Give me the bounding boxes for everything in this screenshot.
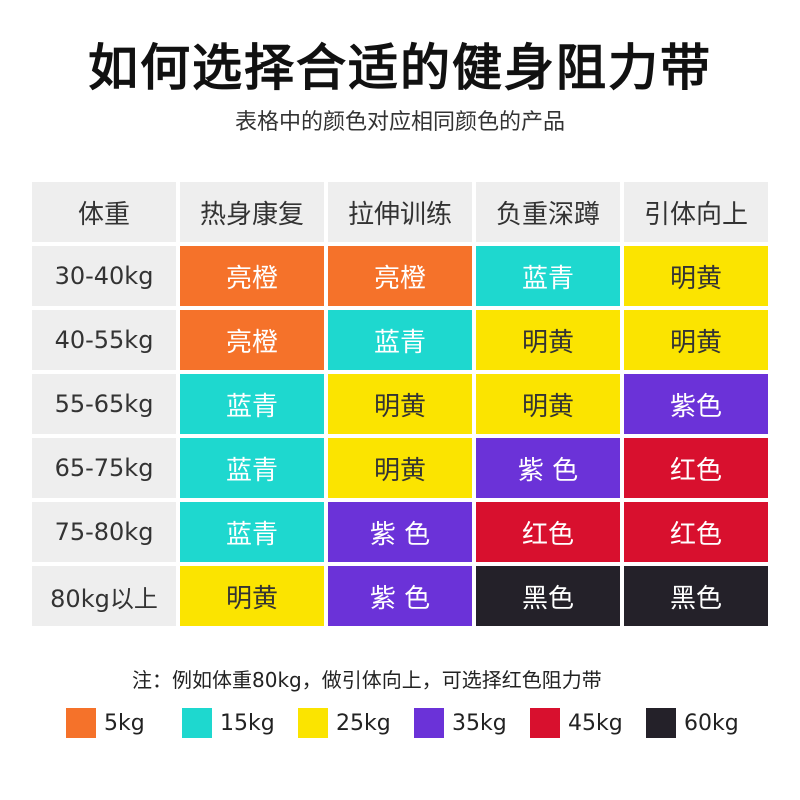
weight-label: 65-75kg <box>30 436 178 500</box>
legend-item: 5kg <box>66 708 182 738</box>
weight-label: 80kg以上 <box>30 564 178 628</box>
legend-swatch <box>66 708 96 738</box>
legend-item: 60kg <box>646 708 762 738</box>
weight-label: 30-40kg <box>30 244 178 308</box>
header-cell-squat: 负重深蹲 <box>474 180 622 244</box>
table-row: 80kg以上 明黄紫 色黑色 黑色 <box>30 564 770 628</box>
color-cell: 明黄 <box>326 436 474 500</box>
color-cell: 红色 <box>622 500 770 564</box>
color-cell: 蓝青 <box>326 308 474 372</box>
color-cell: 蓝青 <box>178 436 326 500</box>
table-row: 40-55kg 亮橙 蓝青 明黄 明黄 <box>30 308 770 372</box>
color-cell: 明黄 <box>326 372 474 436</box>
color-legend: 5kg 15kg 25kg 35kg 45kg 60kg <box>66 708 766 738</box>
legend-swatch <box>414 708 444 738</box>
table-header-row: 体重 热身康复 拉伸训练 负重深蹲 引体向上 <box>30 180 770 244</box>
color-cell: 紫 色 <box>326 500 474 564</box>
color-cell: 蓝青 <box>178 500 326 564</box>
weight-label: 55-65kg <box>30 372 178 436</box>
legend-swatch <box>646 708 676 738</box>
resistance-band-table: 体重 热身康复 拉伸训练 负重深蹲 引体向上 30-40kg 亮橙 亮橙 蓝青 明黄 40… <box>30 180 770 628</box>
legend-item: 25kg <box>298 708 414 738</box>
legend-swatch <box>530 708 560 738</box>
page-title: 如何选择合适的健身阻力带 <box>88 39 712 97</box>
color-cell: 明黄 <box>474 372 622 436</box>
color-cell: 红色 <box>474 500 622 564</box>
legend-swatch <box>298 708 328 738</box>
legend-label: 35kg <box>452 710 507 736</box>
table-row: 75-80kg 蓝青紫 色红色 红色 <box>30 500 770 564</box>
legend-label: 15kg <box>220 710 275 736</box>
color-cell: 亮橙 <box>326 244 474 308</box>
header-cell-stretch: 拉伸训练 <box>326 180 474 244</box>
color-cell: 明黄 <box>178 564 326 628</box>
color-cell: 蓝青 <box>178 372 326 436</box>
color-cell: 紫 色 <box>474 436 622 500</box>
color-cell: 黑色 <box>622 564 770 628</box>
usage-note: 注：例如体重80kg，做引体向上，可选择红色阻力带 <box>132 668 602 692</box>
color-cell: 亮橙 <box>178 244 326 308</box>
legend-item: 45kg <box>530 708 646 738</box>
header-cell-weight: 体重 <box>30 180 178 244</box>
legend-item: 35kg <box>414 708 530 738</box>
color-cell: 蓝青 <box>474 244 622 308</box>
color-cell: 黑色 <box>474 564 622 628</box>
color-cell: 明黄 <box>622 308 770 372</box>
legend-label: 5kg <box>104 710 145 736</box>
table-row: 30-40kg 亮橙 亮橙 蓝青 明黄 <box>30 244 770 308</box>
color-cell: 明黄 <box>474 308 622 372</box>
color-cell: 紫色 <box>622 372 770 436</box>
color-cell: 明黄 <box>622 244 770 308</box>
color-cell: 亮橙 <box>178 308 326 372</box>
page-subtitle: 表格中的颜色对应相同颜色的产品 <box>234 110 565 135</box>
weight-label: 40-55kg <box>30 308 178 372</box>
legend-label: 45kg <box>568 710 623 736</box>
weight-label: 75-80kg <box>30 500 178 564</box>
legend-label: 60kg <box>684 710 739 736</box>
legend-swatch <box>182 708 212 738</box>
table-row: 65-75kg 蓝青 明黄紫 色红色 <box>30 436 770 500</box>
table-row: 55-65kg 蓝青 明黄 明黄 紫色 <box>30 372 770 436</box>
table-body: 30-40kg 亮橙 亮橙 蓝青 明黄 40-55kg 亮橙 蓝青 明黄 明黄 55-65kg 蓝青明… <box>30 244 770 628</box>
color-cell: 紫 色 <box>326 564 474 628</box>
color-cell: 红色 <box>622 436 770 500</box>
header-cell-warmup: 热身康复 <box>178 180 326 244</box>
legend-item: 15kg <box>182 708 298 738</box>
header-cell-pullup: 引体向上 <box>622 180 770 244</box>
legend-label: 25kg <box>336 710 391 736</box>
